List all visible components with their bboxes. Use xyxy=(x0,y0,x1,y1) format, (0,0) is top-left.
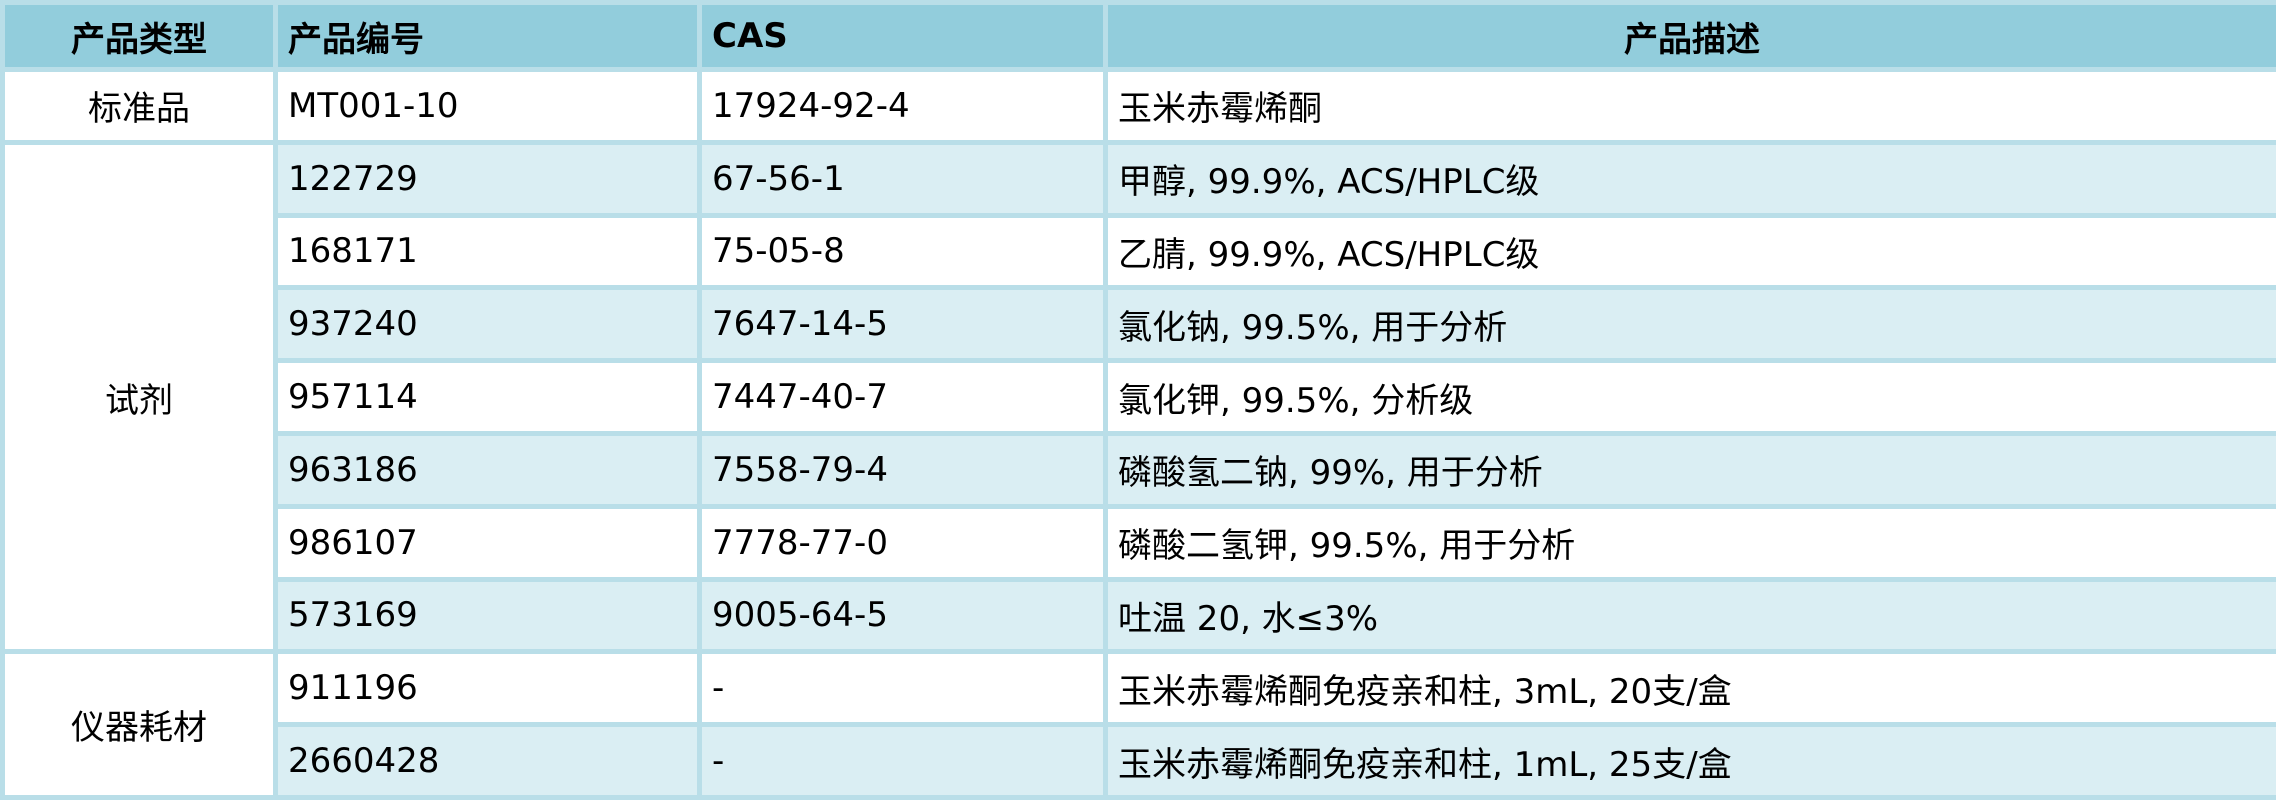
table-row: 986107 7778-77-0 磷酸二氢钾, 99.5%, 用于分析 xyxy=(3,503,2276,582)
product-type-cell: 标准品 xyxy=(0,67,278,145)
cas-cell: 7558-79-4 xyxy=(697,430,1108,509)
table-row: 2660428 - 玉米赤霉烯酮免疫亲和柱, 1mL, 25支/盒 xyxy=(3,722,2276,800)
table-row: 标准品 MT001-10 17924-92-4 玉米赤霉烯酮 xyxy=(0,67,2276,145)
description-cell: 吐温 20, 水≤3% xyxy=(1103,576,2276,655)
product-id-cell: 957114 xyxy=(273,358,702,436)
product-id-cell: 168171 xyxy=(273,212,702,291)
table-row: 937240 7647-14-5 氯化钠, 99.5%, 用于分析 xyxy=(3,285,2276,364)
product-id-cell: 986107 xyxy=(273,503,702,582)
product-id-cell: 963186 xyxy=(273,430,702,509)
product-type-cell: 试剂 xyxy=(0,139,278,655)
cas-cell: 17924-92-4 xyxy=(697,67,1108,145)
description-cell: 玉米赤霉烯酮 xyxy=(1103,67,2276,145)
product-id-cell: 2660428 xyxy=(273,722,702,800)
description-cell: 氯化钠, 99.5%, 用于分析 xyxy=(1103,285,2276,364)
description-cell: 磷酸氢二钠, 99%, 用于分析 xyxy=(1103,430,2276,509)
table-row: 573169 9005-64-5 吐温 20, 水≤3% xyxy=(3,576,2276,655)
product-id-cell: MT001-10 xyxy=(273,67,702,145)
header-product-id: 产品编号 xyxy=(273,0,702,72)
cas-cell: 9005-64-5 xyxy=(697,576,1108,655)
description-cell: 磷酸二氢钾, 99.5%, 用于分析 xyxy=(1103,503,2276,582)
header-description: 产品描述 xyxy=(1103,0,2276,72)
product-id-cell: 573169 xyxy=(273,576,702,655)
description-cell: 甲醇, 99.9%, ACS/HPLC级 xyxy=(1103,139,2276,218)
table-row: 957114 7447-40-7 氯化钾, 99.5%, 分析级 xyxy=(3,358,2276,436)
product-id-cell: 122729 xyxy=(273,139,702,218)
cas-cell: - xyxy=(697,649,1108,728)
description-cell: 玉米赤霉烯酮免疫亲和柱, 3mL, 20支/盒 xyxy=(1103,649,2276,728)
table-row: 963186 7558-79-4 磷酸氢二钠, 99%, 用于分析 xyxy=(3,430,2276,509)
description-cell: 氯化钾, 99.5%, 分析级 xyxy=(1103,358,2276,436)
header-cas: CAS xyxy=(697,0,1108,72)
table-row: 试剂 122729 67-56-1 甲醇, 99.9%, ACS/HPLC级 xyxy=(0,139,2276,655)
table-row: 仪器耗材 911196 - 玉米赤霉烯酮免疫亲和柱, 3mL, 20支/盒 xyxy=(0,649,2276,800)
cas-cell: 75-05-8 xyxy=(697,212,1108,291)
description-cell: 乙腈, 99.9%, ACS/HPLC级 xyxy=(1103,212,2276,291)
product-type-cell: 仪器耗材 xyxy=(0,649,278,800)
cas-cell: 7447-40-7 xyxy=(697,358,1108,436)
product-id-cell: 911196 xyxy=(273,649,702,728)
cas-cell: 7647-14-5 xyxy=(697,285,1108,364)
table-row: 168171 75-05-8 乙腈, 99.9%, ACS/HPLC级 xyxy=(3,212,2276,291)
header-row: 产品类型 产品编号 CAS 产品描述 xyxy=(0,0,2276,72)
product-id-cell: 937240 xyxy=(273,285,702,364)
header-product-type: 产品类型 xyxy=(0,0,278,72)
cas-cell: 67-56-1 xyxy=(697,139,1108,218)
cas-cell: 7778-77-0 xyxy=(697,503,1108,582)
cas-cell: - xyxy=(697,722,1108,800)
description-cell: 玉米赤霉烯酮免疫亲和柱, 1mL, 25支/盒 xyxy=(1103,722,2276,800)
